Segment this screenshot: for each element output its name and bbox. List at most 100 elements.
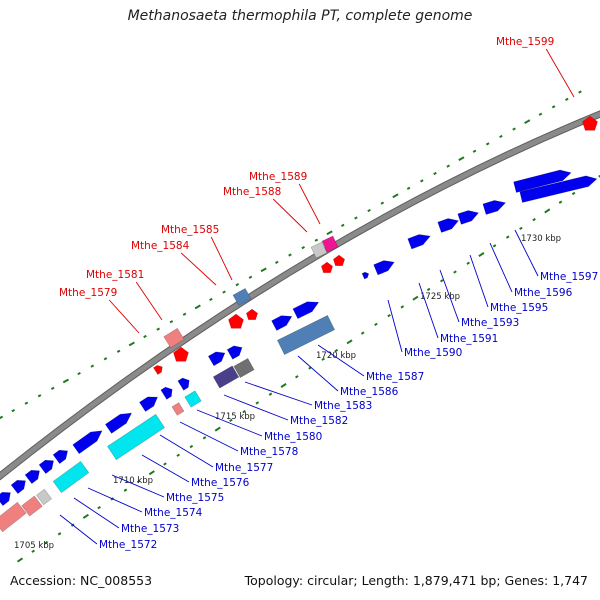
rna-gene-pink <box>163 327 185 349</box>
forward-gene-arrow <box>373 260 395 276</box>
lower-tick-mark <box>163 462 167 466</box>
upper-tick-mark <box>194 304 201 310</box>
gene-leader-line <box>180 252 217 286</box>
upper-tick-mark <box>367 208 371 213</box>
upper-tick-mark <box>260 267 267 273</box>
gene-leader-line <box>111 474 165 498</box>
gene-leader-line <box>514 229 539 277</box>
gene-label: Mthe_1577 <box>215 462 273 474</box>
upper-tick-mark <box>24 401 29 405</box>
lower-tick-mark <box>426 287 431 292</box>
forward-gene-arrow <box>519 175 598 203</box>
upper-tick-mark <box>538 112 543 116</box>
lower-tick-mark <box>57 532 62 536</box>
gene-leader-line <box>108 299 140 334</box>
lower-tick-mark <box>214 426 221 432</box>
reverse-gene-pink <box>0 501 27 533</box>
forward-gene-arrow <box>0 491 11 507</box>
gene-leader-line <box>489 242 513 293</box>
upper-tick-mark <box>446 164 450 168</box>
upper-tick-mark <box>314 238 319 242</box>
small-gene-marker <box>361 271 370 280</box>
forward-gene-arrow <box>10 479 26 495</box>
lower-tick-mark <box>453 270 457 274</box>
gene-label: Mthe_1576 <box>191 477 250 489</box>
gene-leader-line <box>297 355 339 392</box>
reverse-gene-pink <box>21 495 43 517</box>
lower-tick-mark <box>558 200 563 204</box>
gene-label: Mthe_1584 <box>131 240 190 252</box>
upper-tick-mark <box>499 134 503 139</box>
lower-tick-mark <box>466 261 470 265</box>
upper-tick-mark <box>50 386 55 390</box>
upper-tick-mark <box>0 415 4 421</box>
forward-gene-arrow <box>482 200 507 215</box>
forward-gene-arrow <box>437 218 459 233</box>
upper-tick-mark <box>182 312 187 316</box>
gene-leader-line <box>73 497 120 529</box>
lower-tick-mark <box>97 505 101 510</box>
gene-label: Mthe_1580 <box>264 431 322 443</box>
lower-tick-mark <box>229 418 233 423</box>
scale-label: 1720 kbp <box>316 351 356 361</box>
upper-tick-mark <box>301 245 305 250</box>
upper-tick-mark <box>275 260 279 265</box>
reverse-gene-slate <box>212 365 240 389</box>
lower-tick-mark <box>346 339 353 345</box>
gene-label: Mthe_1586 <box>340 386 399 398</box>
lower-tick-mark <box>123 488 128 492</box>
upper-tick-mark <box>248 275 253 279</box>
trna-marker <box>582 115 598 131</box>
map-title: Methanosaeta thermophila PT, complete ge… <box>127 8 473 24</box>
gene-label: Mthe_1582 <box>290 415 348 427</box>
gene-leader-line <box>272 198 308 233</box>
lower-tick-mark <box>189 444 194 449</box>
trna-marker <box>333 254 345 267</box>
gene-leader-line <box>87 487 143 513</box>
upper-tick-mark <box>116 349 121 353</box>
upper-tick-mark <box>103 357 108 361</box>
gene-leader-line <box>179 421 239 452</box>
forward-gene-arrow <box>513 169 572 193</box>
forward-gene-arrow <box>52 449 68 465</box>
upper-tick-mark <box>169 320 174 324</box>
forward-gene-arrow <box>104 412 133 434</box>
lower-tick-mark <box>295 375 299 379</box>
reverse-gene-cyan <box>106 413 166 461</box>
reverse-gene-cyan <box>184 390 202 408</box>
lower-tick-mark <box>202 436 207 440</box>
lower-tick-mark <box>176 453 180 457</box>
gene-label: Mthe_1583 <box>314 400 372 412</box>
lower-tick-mark <box>255 401 260 405</box>
gene-label: Mthe_1595 <box>490 302 548 314</box>
gene-leader-line <box>387 299 403 353</box>
upper-tick-mark <box>354 216 358 220</box>
lower-tick-mark <box>478 252 485 258</box>
upper-tick-mark <box>143 334 147 339</box>
lower-tick-mark <box>82 513 89 519</box>
gene-box-grey <box>310 241 328 259</box>
trna-marker <box>153 365 163 375</box>
gene-box-magenta <box>321 235 339 253</box>
scale-label: 1710 kbp <box>113 476 153 486</box>
upper-tick-mark <box>420 179 424 183</box>
upper-tick-mark <box>524 119 531 124</box>
gene-leader-line <box>159 434 214 468</box>
upper-tick-mark <box>380 201 385 205</box>
forward-gene-arrow <box>271 315 293 331</box>
forward-gene-arrow <box>292 301 320 320</box>
gene-leader-line <box>59 514 98 545</box>
upper-tick-mark <box>458 156 465 162</box>
gene-label: Mthe_1574 <box>144 507 203 519</box>
reverse-gene-steel <box>276 315 336 355</box>
genome-backbone <box>0 111 600 480</box>
upper-tick-mark <box>326 230 333 236</box>
trna-marker <box>246 308 258 321</box>
lower-tick-mark <box>532 217 536 222</box>
lower-tick-mark <box>268 392 273 396</box>
genome-stats-text: Topology: circular; Length: 1,879,471 bp… <box>244 573 588 588</box>
gene-label: Mthe_1599 <box>496 36 554 48</box>
forward-gene-arrow <box>160 386 173 400</box>
upper-tick-mark <box>11 408 15 413</box>
